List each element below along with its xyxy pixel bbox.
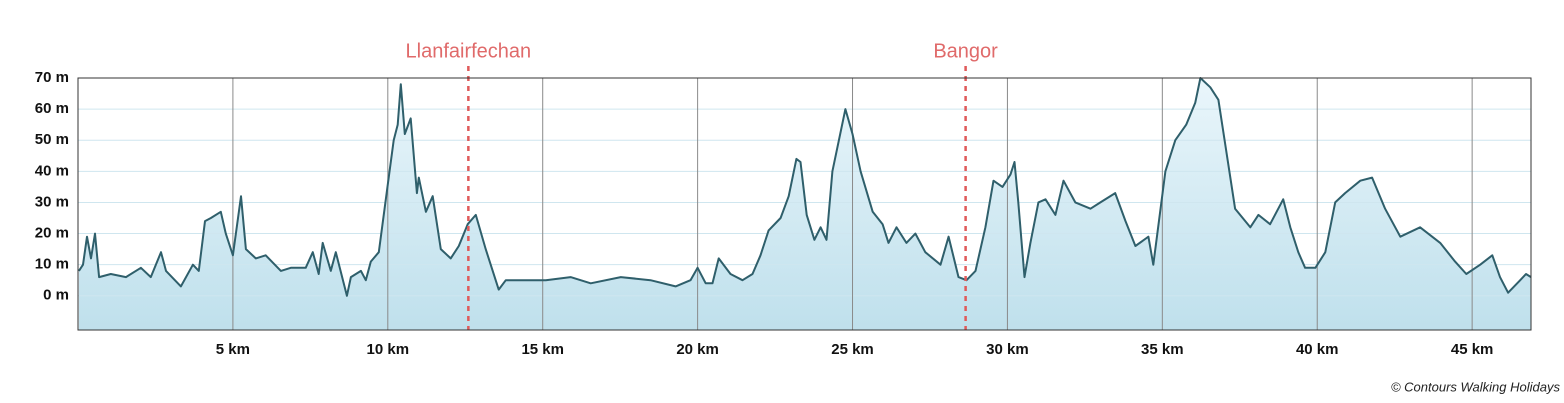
elevation-line: [78, 77, 1532, 297]
y-tick-label: 30 m: [35, 193, 69, 210]
credit: © Contours Walking Holidays: [1391, 379, 1561, 394]
y-tick-label: 20 m: [35, 225, 69, 242]
y-tick-label: 0 m: [43, 287, 69, 304]
x-tick-label: 25 km: [831, 341, 874, 358]
x-tick-label: 40 km: [1296, 341, 1339, 358]
x-tick-label: 30 km: [986, 341, 1029, 358]
x-tick-label: 35 km: [1141, 341, 1184, 358]
x-tick-label: 10 km: [367, 341, 410, 358]
marker-label: Bangor: [933, 40, 998, 62]
y-tick-label: 10 m: [35, 256, 69, 273]
x-tick-label: 5 km: [216, 341, 250, 358]
y-tick-label: 50 m: [35, 131, 69, 148]
x-tick-label: 45 km: [1451, 341, 1494, 358]
x-tick-label: 15 km: [521, 341, 564, 358]
y-tick-label: 70 m: [35, 69, 69, 86]
y-tick-label: 40 m: [35, 162, 69, 179]
plot-frame: [77, 77, 1532, 331]
x-tick-label: 20 km: [676, 341, 719, 358]
y-tick-label: 60 m: [35, 100, 69, 117]
marker-label: Llanfairfechan: [406, 40, 532, 62]
